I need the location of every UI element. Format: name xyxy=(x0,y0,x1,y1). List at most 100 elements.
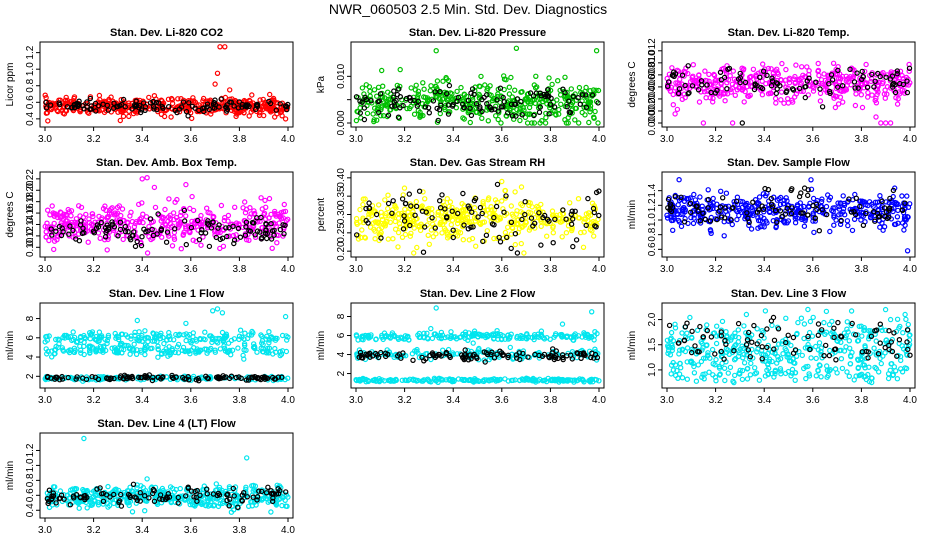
data-point xyxy=(455,94,461,101)
data-point xyxy=(745,79,751,85)
data-point xyxy=(357,110,363,116)
data-point xyxy=(488,203,494,210)
data-point xyxy=(353,117,360,124)
data-point xyxy=(370,111,376,117)
data-point xyxy=(254,349,260,355)
data-point xyxy=(556,106,562,113)
data-point xyxy=(800,210,806,216)
data-point xyxy=(420,189,426,195)
data-point xyxy=(873,100,880,106)
data-point xyxy=(735,76,742,82)
data-point xyxy=(899,207,906,213)
data-point xyxy=(76,237,83,244)
data-point xyxy=(763,80,769,87)
data-point xyxy=(487,105,494,111)
data-point xyxy=(691,215,697,221)
data-point xyxy=(759,85,766,92)
data-point xyxy=(822,87,828,93)
data-point xyxy=(674,211,680,217)
data-point xyxy=(449,217,456,223)
data-point xyxy=(729,221,736,228)
data-point xyxy=(231,103,237,109)
data-point xyxy=(467,105,473,112)
data-point xyxy=(847,206,853,212)
data-point xyxy=(685,90,691,97)
data-point xyxy=(563,120,570,126)
data-point xyxy=(210,219,216,225)
data-point xyxy=(156,100,162,106)
data-point xyxy=(74,374,80,380)
data-point xyxy=(812,215,818,221)
data-point xyxy=(844,326,850,332)
data-point xyxy=(733,198,740,205)
data-point xyxy=(470,224,476,230)
data-point xyxy=(414,93,421,100)
data-point xyxy=(759,328,765,334)
data-point xyxy=(687,314,693,321)
data-point xyxy=(258,332,264,338)
data-point xyxy=(676,86,683,92)
data-point xyxy=(119,101,125,108)
x-tick-label: 3.4 xyxy=(446,134,460,145)
data-point xyxy=(844,319,851,325)
data-point xyxy=(872,199,879,205)
data-point xyxy=(721,74,728,81)
data-point xyxy=(217,346,224,352)
data-point xyxy=(378,229,384,236)
data-point xyxy=(727,72,733,79)
data-point xyxy=(712,90,719,96)
data-point xyxy=(748,360,754,367)
data-point xyxy=(811,229,817,236)
x-tick-label: 3.2 xyxy=(87,264,101,275)
data-point xyxy=(391,88,397,94)
data-point xyxy=(254,101,261,108)
data-point xyxy=(593,189,600,196)
data-point xyxy=(865,89,871,96)
data-point xyxy=(228,99,234,105)
data-point xyxy=(397,66,403,73)
data-point xyxy=(75,203,82,209)
data-point xyxy=(406,105,413,112)
data-point xyxy=(724,80,730,86)
data-point xyxy=(170,210,177,216)
x-tick-label: 3.6 xyxy=(495,134,509,145)
data-point xyxy=(514,335,520,341)
data-point xyxy=(125,343,131,349)
data-point xyxy=(420,249,427,255)
data-point xyxy=(906,68,912,74)
data-point xyxy=(725,370,732,376)
data-point xyxy=(438,102,444,108)
data-point xyxy=(544,216,551,222)
y-tick-label: 2 xyxy=(336,370,347,376)
data-point xyxy=(412,377,419,383)
data-point xyxy=(353,94,360,100)
data-point xyxy=(509,94,515,100)
y-axis-label: ml/min xyxy=(316,331,327,360)
data-point xyxy=(545,86,551,93)
data-point xyxy=(367,354,373,360)
data-point xyxy=(360,201,366,208)
data-point xyxy=(74,338,81,345)
data-point xyxy=(874,210,881,217)
data-point xyxy=(458,84,464,91)
data-point xyxy=(530,93,537,99)
data-point xyxy=(453,227,459,234)
data-point xyxy=(144,343,150,349)
data-point xyxy=(782,211,789,217)
data-point xyxy=(824,211,830,218)
data-point xyxy=(872,78,878,85)
data-point xyxy=(801,223,808,229)
data-point xyxy=(206,243,213,250)
data-point xyxy=(172,349,178,356)
data-point xyxy=(583,104,590,110)
data-point xyxy=(367,88,373,95)
data-point xyxy=(166,196,172,202)
data-point xyxy=(266,98,272,105)
data-point xyxy=(824,363,830,369)
x-tick-label: 3.8 xyxy=(543,264,557,275)
data-point xyxy=(460,115,466,121)
data-point xyxy=(537,104,544,110)
data-point xyxy=(72,347,78,353)
data-point xyxy=(465,226,471,232)
data-point xyxy=(259,234,265,241)
